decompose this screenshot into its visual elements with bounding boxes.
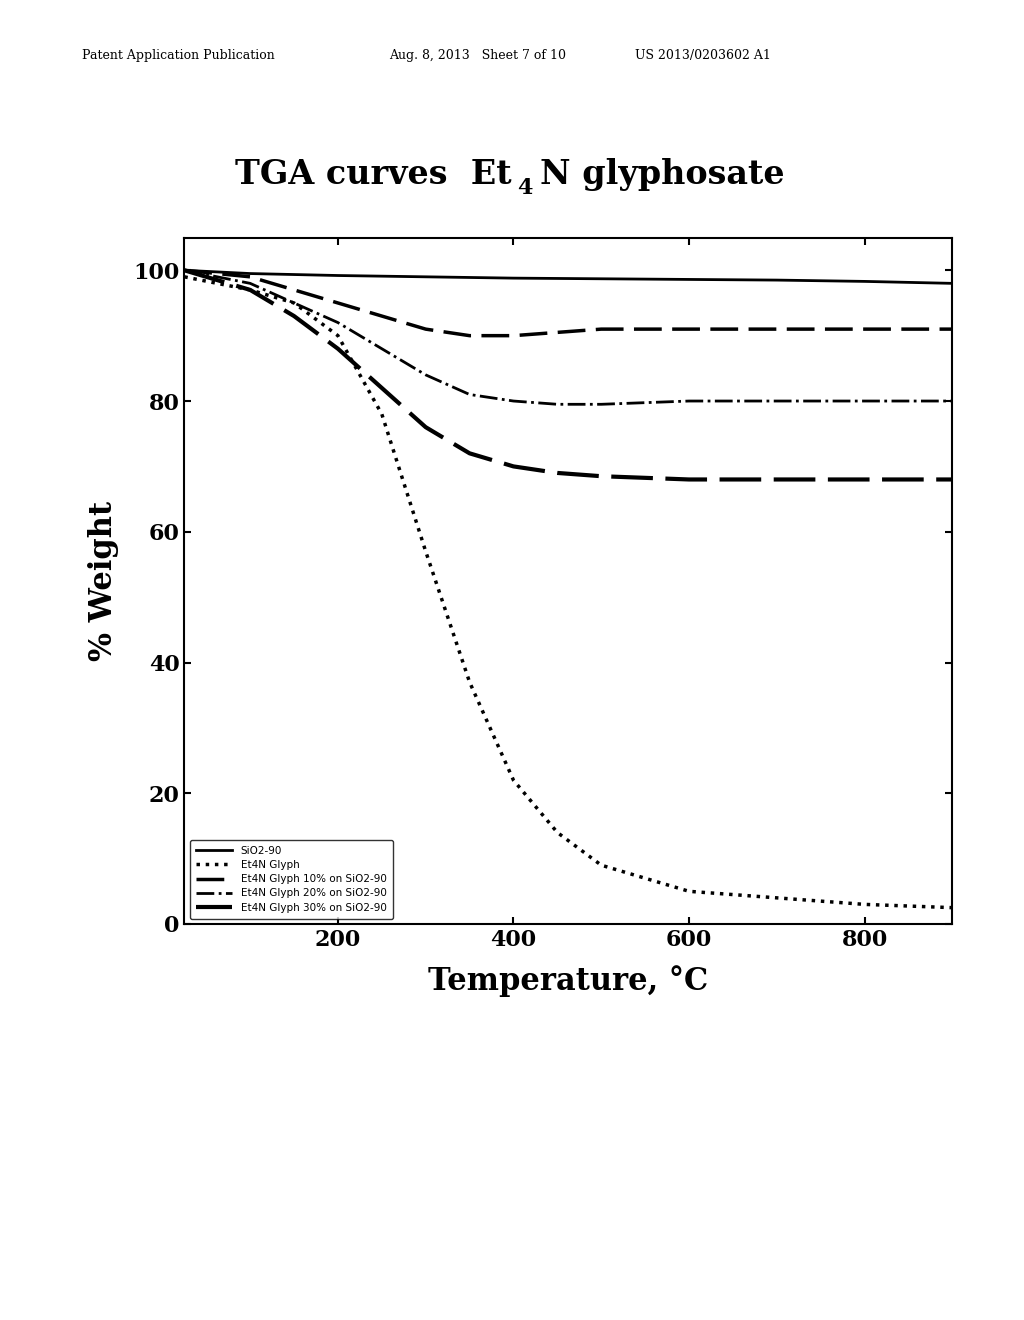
Text: N glyphosate: N glyphosate xyxy=(540,158,784,191)
Et4N Glyph xyxy=(288,296,300,312)
Line: Et4N Glyph 30% on SiO2-90: Et4N Glyph 30% on SiO2-90 xyxy=(184,271,952,479)
Et4N Glyph xyxy=(639,870,651,886)
SiO2-90 xyxy=(771,272,783,288)
Text: Patent Application Publication: Patent Application Publication xyxy=(82,49,274,62)
Et4N Glyph 30% on SiO2-90 xyxy=(244,282,256,298)
Et4N Glyph 10% on SiO2-90 xyxy=(376,308,388,323)
Et4N Glyph 20% on SiO2-90 xyxy=(771,393,783,409)
Et4N Glyph 10% on SiO2-90 xyxy=(595,321,607,337)
Et4N Glyph 30% on SiO2-90 xyxy=(464,445,476,461)
Et4N Glyph xyxy=(420,544,432,560)
Et4N Glyph 20% on SiO2-90 xyxy=(464,387,476,403)
Et4N Glyph 10% on SiO2-90 xyxy=(551,325,563,341)
SiO2-90 xyxy=(683,272,695,288)
Et4N Glyph xyxy=(332,327,344,343)
Et4N Glyph 30% on SiO2-90 xyxy=(507,458,519,474)
Et4N Glyph 10% on SiO2-90 xyxy=(332,296,344,312)
Et4N Glyph 10% on SiO2-90 xyxy=(244,269,256,285)
Et4N Glyph xyxy=(244,282,256,298)
Et4N Glyph xyxy=(683,883,695,899)
Text: US 2013/0203602 A1: US 2013/0203602 A1 xyxy=(635,49,771,62)
Y-axis label: % Weight: % Weight xyxy=(88,500,120,661)
SiO2-90 xyxy=(858,273,870,289)
Et4N Glyph xyxy=(858,896,870,912)
Line: Et4N Glyph: Et4N Glyph xyxy=(184,277,952,908)
Line: Et4N Glyph 10% on SiO2-90: Et4N Glyph 10% on SiO2-90 xyxy=(184,271,952,335)
SiO2-90 xyxy=(178,263,190,279)
Et4N Glyph xyxy=(178,269,190,285)
Et4N Glyph 30% on SiO2-90 xyxy=(288,308,300,323)
SiO2-90 xyxy=(946,276,958,292)
Et4N Glyph 10% on SiO2-90 xyxy=(507,327,519,343)
Et4N Glyph 20% on SiO2-90 xyxy=(507,393,519,409)
Et4N Glyph 30% on SiO2-90 xyxy=(376,380,388,396)
Line: Et4N Glyph 20% on SiO2-90: Et4N Glyph 20% on SiO2-90 xyxy=(184,271,952,404)
SiO2-90 xyxy=(507,271,519,286)
Et4N Glyph 20% on SiO2-90 xyxy=(376,341,388,356)
X-axis label: Temperature, °C: Temperature, °C xyxy=(428,965,709,997)
Et4N Glyph 20% on SiO2-90 xyxy=(946,393,958,409)
Et4N Glyph 30% on SiO2-90 xyxy=(683,471,695,487)
Et4N Glyph xyxy=(771,890,783,906)
Line: SiO2-90: SiO2-90 xyxy=(184,271,952,284)
Et4N Glyph 30% on SiO2-90 xyxy=(771,471,783,487)
Et4N Glyph 20% on SiO2-90 xyxy=(288,296,300,312)
Et4N Glyph 30% on SiO2-90 xyxy=(332,341,344,356)
Et4N Glyph 30% on SiO2-90 xyxy=(946,471,958,487)
Et4N Glyph 10% on SiO2-90 xyxy=(946,321,958,337)
Et4N Glyph 30% on SiO2-90 xyxy=(551,465,563,480)
Et4N Glyph 20% on SiO2-90 xyxy=(595,396,607,412)
Et4N Glyph 10% on SiO2-90 xyxy=(858,321,870,337)
Et4N Glyph 10% on SiO2-90 xyxy=(683,321,695,337)
Text: Aug. 8, 2013   Sheet 7 of 10: Aug. 8, 2013 Sheet 7 of 10 xyxy=(389,49,566,62)
Et4N Glyph xyxy=(551,825,563,841)
Et4N Glyph 10% on SiO2-90 xyxy=(178,263,190,279)
Et4N Glyph 30% on SiO2-90 xyxy=(858,471,870,487)
Et4N Glyph 10% on SiO2-90 xyxy=(464,327,476,343)
Et4N Glyph 10% on SiO2-90 xyxy=(771,321,783,337)
SiO2-90 xyxy=(595,271,607,286)
Et4N Glyph 20% on SiO2-90 xyxy=(858,393,870,409)
Et4N Glyph 30% on SiO2-90 xyxy=(178,263,190,279)
Et4N Glyph xyxy=(946,900,958,916)
Et4N Glyph 20% on SiO2-90 xyxy=(244,276,256,292)
Et4N Glyph 20% on SiO2-90 xyxy=(178,263,190,279)
SiO2-90 xyxy=(332,268,344,284)
Et4N Glyph 20% on SiO2-90 xyxy=(683,393,695,409)
Legend: SiO2-90, Et4N Glyph, Et4N Glyph 10% on SiO2-90, Et4N Glyph 20% on SiO2-90, Et4N : SiO2-90, Et4N Glyph, Et4N Glyph 10% on S… xyxy=(189,840,392,919)
Et4N Glyph 10% on SiO2-90 xyxy=(288,282,300,298)
Et4N Glyph 20% on SiO2-90 xyxy=(332,314,344,330)
Et4N Glyph xyxy=(376,407,388,422)
Text: 4: 4 xyxy=(517,177,532,199)
Et4N Glyph 30% on SiO2-90 xyxy=(595,469,607,484)
Et4N Glyph 20% on SiO2-90 xyxy=(420,367,432,383)
Et4N Glyph xyxy=(507,772,519,788)
Et4N Glyph xyxy=(464,675,476,690)
Et4N Glyph 30% on SiO2-90 xyxy=(420,420,432,436)
Et4N Glyph 10% on SiO2-90 xyxy=(420,321,432,337)
SiO2-90 xyxy=(420,269,432,285)
SiO2-90 xyxy=(244,265,256,281)
Et4N Glyph 20% on SiO2-90 xyxy=(551,396,563,412)
Et4N Glyph xyxy=(595,857,607,873)
Text: TGA curves  Et: TGA curves Et xyxy=(236,158,512,191)
